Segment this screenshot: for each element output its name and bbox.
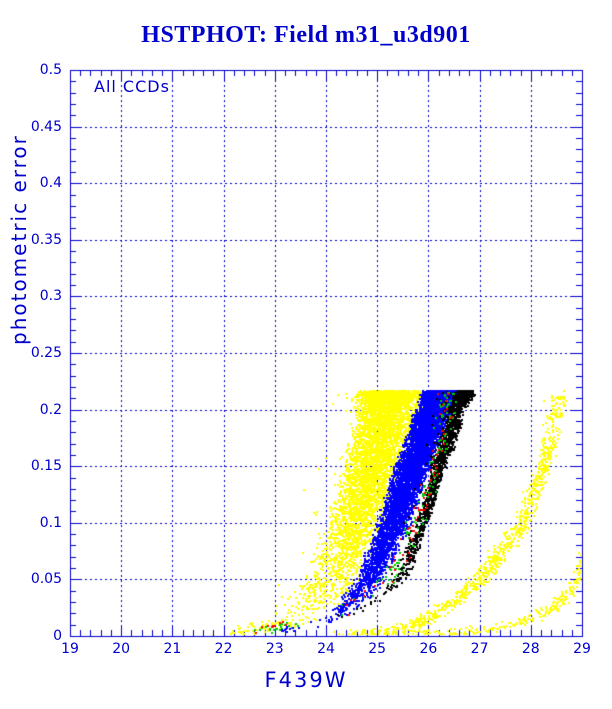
- x-tick-label: 24: [317, 641, 335, 657]
- plot-title: HSTPHOT: Field m31_u3d901: [141, 22, 471, 48]
- x-tick-label: 26: [419, 641, 438, 657]
- y-tick-label: 0.4: [39, 175, 62, 192]
- y-tick-label: 0.1: [39, 514, 62, 531]
- y-tick-label: 0.45: [30, 118, 62, 135]
- y-tick-label: 0.35: [30, 231, 62, 248]
- x-tick-label: 19: [61, 641, 79, 657]
- x-tick-label: 29: [573, 641, 591, 657]
- y-tick-label: 0.2: [39, 401, 62, 418]
- y-tick-label: 0: [53, 628, 62, 644]
- x-axis-label: F439W: [264, 668, 348, 692]
- x-tick-label: 22: [214, 641, 233, 657]
- x-tick-label: 28: [521, 641, 540, 657]
- x-tick-label: 20: [112, 641, 131, 657]
- y-tick-label: 0.25: [30, 345, 62, 361]
- y-tick-label: 0.15: [30, 458, 62, 475]
- x-tick-label: 21: [163, 641, 182, 657]
- ccd-annotation: All CCDs: [94, 77, 170, 96]
- x-tick-label: 27: [470, 641, 489, 657]
- y-tick-label: 0.3: [39, 288, 62, 305]
- x-tick-label: 23: [265, 641, 284, 657]
- x-tick-label: 25: [368, 641, 387, 657]
- y-tick-label: 0.5: [39, 62, 62, 78]
- y-tick-label: 0.05: [30, 571, 62, 588]
